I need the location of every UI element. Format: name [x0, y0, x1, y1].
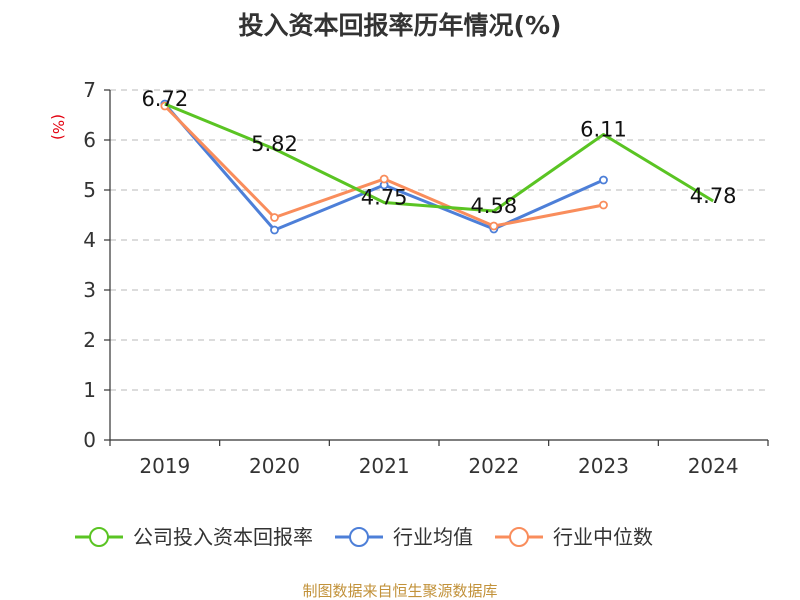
- series-line: [163, 103, 605, 232]
- y-tick-label: 4: [83, 228, 96, 252]
- data-labels: 6.72 5.82 4.75 4.58 6.11 4.78: [141, 87, 736, 218]
- x-tick-label: 2019: [139, 454, 190, 478]
- data-label: 4.75: [361, 186, 408, 210]
- y-tick-label: 3: [83, 278, 96, 302]
- data-point: [270, 213, 279, 222]
- data-point: [599, 175, 608, 185]
- legend-item[interactable]: 行业均值: [335, 525, 473, 549]
- legend-label: 行业均值: [393, 525, 473, 549]
- axes: 0 1 2 3 4 5 6 7 2019 2020 2021 2022 2023 2024: [83, 78, 769, 478]
- y-tick-label: 6: [83, 128, 96, 152]
- y-tick-label: 0: [83, 428, 96, 452]
- legend-item[interactable]: 行业中位数: [495, 525, 653, 549]
- data-point: [379, 174, 389, 184]
- data-label: 6.11: [580, 118, 627, 142]
- legend-marker-icon: [349, 527, 369, 547]
- data-label: 4.58: [470, 194, 517, 218]
- y-tick-label: 1: [83, 378, 96, 402]
- chart-title: 投入资本回报率历年情况(%): [239, 11, 562, 40]
- source-note: 制图数据来自恒生聚源数据库: [302, 582, 497, 600]
- data-point: [270, 225, 279, 235]
- legend-label: 行业中位数: [553, 525, 653, 549]
- x-tick-label: 2023: [578, 454, 629, 478]
- x-tick-label: 2020: [249, 454, 300, 478]
- y-tick-label: 7: [83, 78, 96, 102]
- series-group: [160, 99, 714, 235]
- data-label: 6.72: [141, 87, 188, 111]
- legend-item[interactable]: 公司投入资本回报率: [75, 525, 313, 549]
- y-tick-label: 2: [83, 328, 96, 352]
- y-axis-label: (%): [49, 114, 67, 140]
- series-2: [160, 101, 608, 231]
- x-tick-label: 2022: [468, 454, 519, 478]
- data-point: [599, 200, 608, 210]
- legend[interactable]: 公司投入资本回报率 行业均值 行业中位数: [75, 525, 653, 549]
- data-point: [489, 221, 499, 231]
- x-tick-label: 2024: [688, 454, 739, 478]
- data-label: 5.82: [251, 132, 298, 156]
- series-0: [164, 102, 714, 213]
- data-label: 4.78: [690, 184, 737, 208]
- x-tick-label: 2021: [359, 454, 410, 478]
- legend-label: 公司投入资本回报率: [133, 525, 313, 549]
- series-1: [160, 99, 608, 235]
- series-line: [164, 102, 714, 213]
- grid-lines: [110, 89, 768, 391]
- y-tick-label: 5: [83, 178, 96, 202]
- legend-marker-icon: [89, 527, 109, 547]
- legend-marker-icon: [509, 527, 529, 547]
